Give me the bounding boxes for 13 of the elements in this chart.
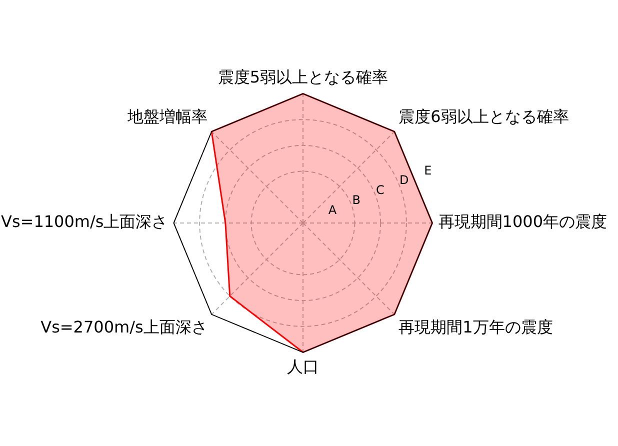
spoke-label: 震度5弱以上となる確率 [218,67,388,86]
spoke-label: 震度6弱以上となる確率 [398,106,569,126]
y-tick-label: B [352,193,360,208]
y-tick-label: E [424,163,432,178]
y-tick-label: A [328,202,338,217]
y-tick-label: D [399,173,409,188]
spoke-label: 人口 [287,357,319,376]
spoke-label: 再現期間1万年の震度 [398,317,553,336]
spoke-label: Vs=1100m/s上面深さ [1,212,168,232]
spoke-label: 地盤増幅率 [126,106,208,126]
y-tick-label: C [376,183,384,198]
spoke-label: Vs=2700m/s上面深さ [40,317,208,336]
spoke-label: 再現期間1000年の震度 [438,212,607,232]
